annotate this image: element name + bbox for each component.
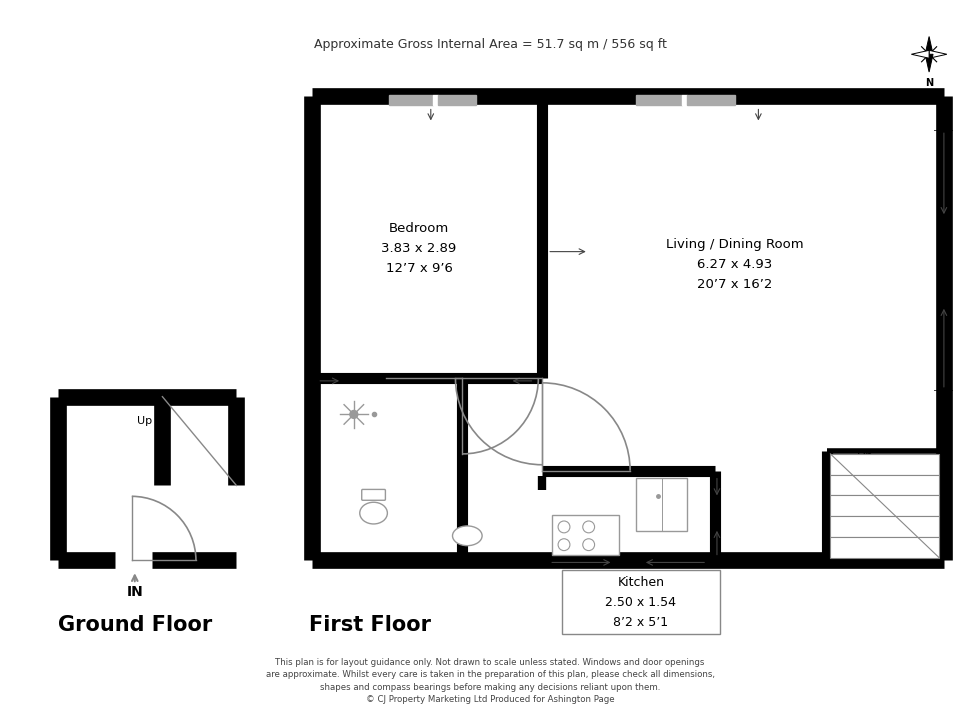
Polygon shape: [925, 37, 933, 55]
Polygon shape: [929, 50, 947, 58]
Bar: [552, 515, 619, 554]
Polygon shape: [682, 95, 687, 105]
Bar: [830, 516, 939, 537]
Circle shape: [350, 411, 358, 418]
Text: Up: Up: [137, 416, 152, 426]
Ellipse shape: [453, 526, 482, 546]
Polygon shape: [438, 95, 476, 105]
Bar: [830, 496, 939, 516]
Text: Living / Dining Room
6.27 x 4.93
20’7 x 16’2: Living / Dining Room 6.27 x 4.93 20’7 x …: [665, 238, 804, 291]
Polygon shape: [911, 50, 929, 58]
Ellipse shape: [360, 502, 387, 524]
Text: Kitchen
2.50 x 1.54
8’2 x 5’1: Kitchen 2.50 x 1.54 8’2 x 5’1: [606, 576, 676, 629]
Polygon shape: [433, 95, 438, 105]
Text: Approximate Gross Internal Area = 51.7 sq m / 556 sq ft: Approximate Gross Internal Area = 51.7 s…: [314, 38, 666, 51]
Text: N: N: [925, 78, 933, 88]
Text: Ground Floor: Ground Floor: [58, 615, 212, 634]
Polygon shape: [925, 55, 933, 72]
Bar: [563, 571, 720, 634]
Polygon shape: [636, 95, 682, 105]
Bar: [830, 537, 939, 557]
Text: Dn: Dn: [857, 450, 873, 463]
Text: First Floor: First Floor: [309, 615, 430, 634]
Text: Bedroom
3.83 x 2.89
12’7 x 9’6: Bedroom 3.83 x 2.89 12’7 x 9’6: [381, 222, 457, 275]
Polygon shape: [687, 95, 735, 105]
Bar: [636, 478, 687, 531]
Bar: [830, 474, 939, 496]
Text: IN: IN: [126, 585, 143, 599]
FancyBboxPatch shape: [362, 489, 385, 501]
Bar: [830, 454, 939, 474]
Text: This plan is for layout guidance only. Not drawn to scale unless stated. Windows: This plan is for layout guidance only. N…: [266, 658, 714, 704]
Polygon shape: [389, 95, 433, 105]
